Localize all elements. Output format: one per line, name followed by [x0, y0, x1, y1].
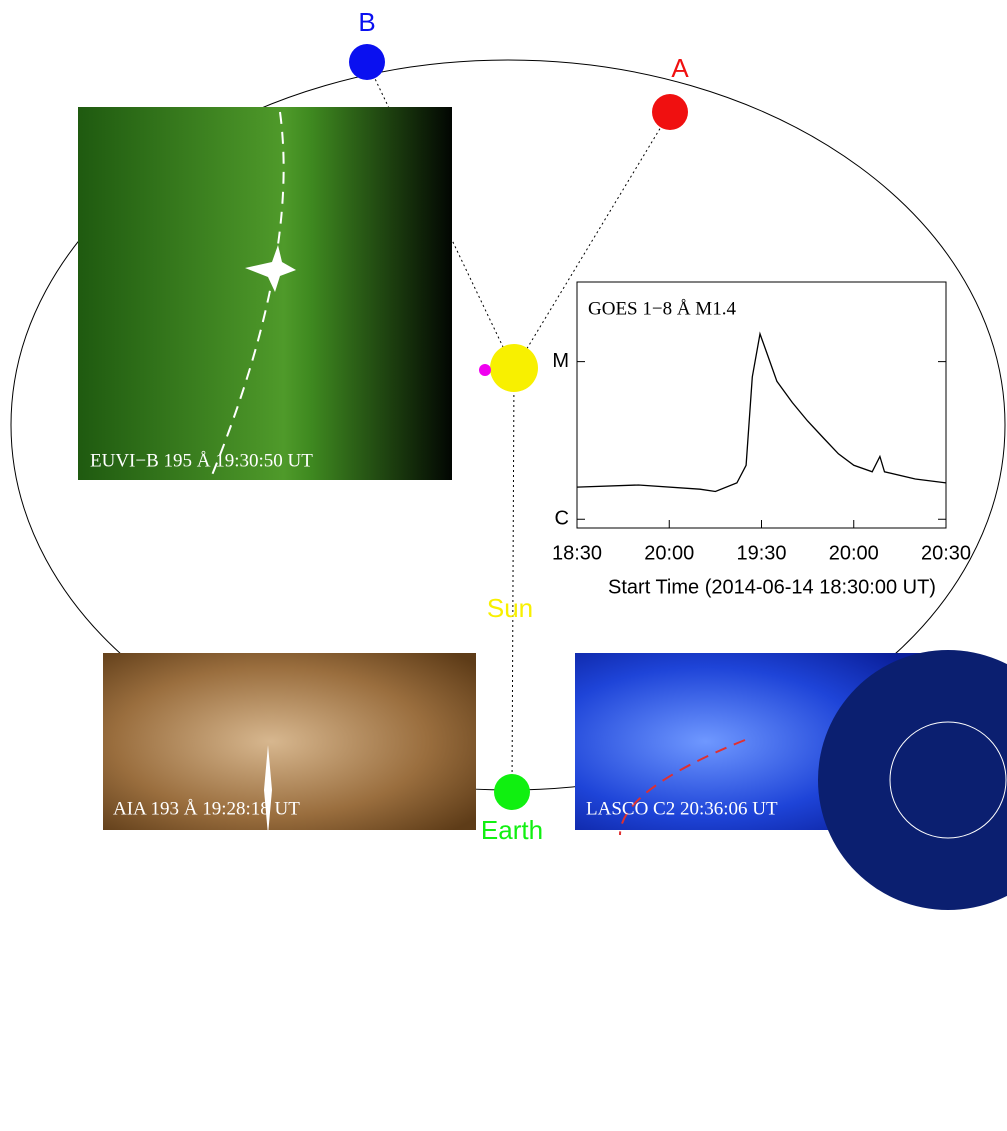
x-tick-label: 20:00 [644, 542, 694, 564]
marker-label: Earth [481, 815, 543, 845]
earth [494, 774, 530, 810]
x-tick-label: 18:30 [552, 542, 602, 564]
x-tick-label: 20:30 [921, 542, 971, 564]
x-tick-label: 19:30 [736, 542, 786, 564]
sun [490, 344, 538, 392]
stereo-b [349, 44, 385, 80]
panel-caption: LASCO C2 20:36:06 UT [586, 798, 778, 819]
marker-label: B [358, 7, 375, 37]
marker-label: Sun [487, 593, 533, 623]
spacecraft-dot [479, 364, 491, 376]
figure: EUVI−B 195 Å 19:30:50 UT AIA 193 Å 19:28… [0, 0, 1007, 1131]
plot-title: GOES 1−8 Å M1.4 [588, 298, 736, 319]
y-tick-label: M [552, 350, 569, 372]
euvi-image [78, 107, 452, 480]
stereo-a [652, 94, 688, 130]
panel-caption: AIA 193 Å 19:28:18 UT [113, 798, 300, 819]
panel-caption: EUVI−B 195 Å 19:30:50 UT [90, 450, 313, 471]
x-axis-label: Start Time (2014-06-14 18:30:00 UT) [608, 576, 936, 598]
y-tick-label: C [555, 508, 569, 530]
x-tick-label: 20:00 [829, 542, 879, 564]
marker-label: A [671, 53, 689, 83]
